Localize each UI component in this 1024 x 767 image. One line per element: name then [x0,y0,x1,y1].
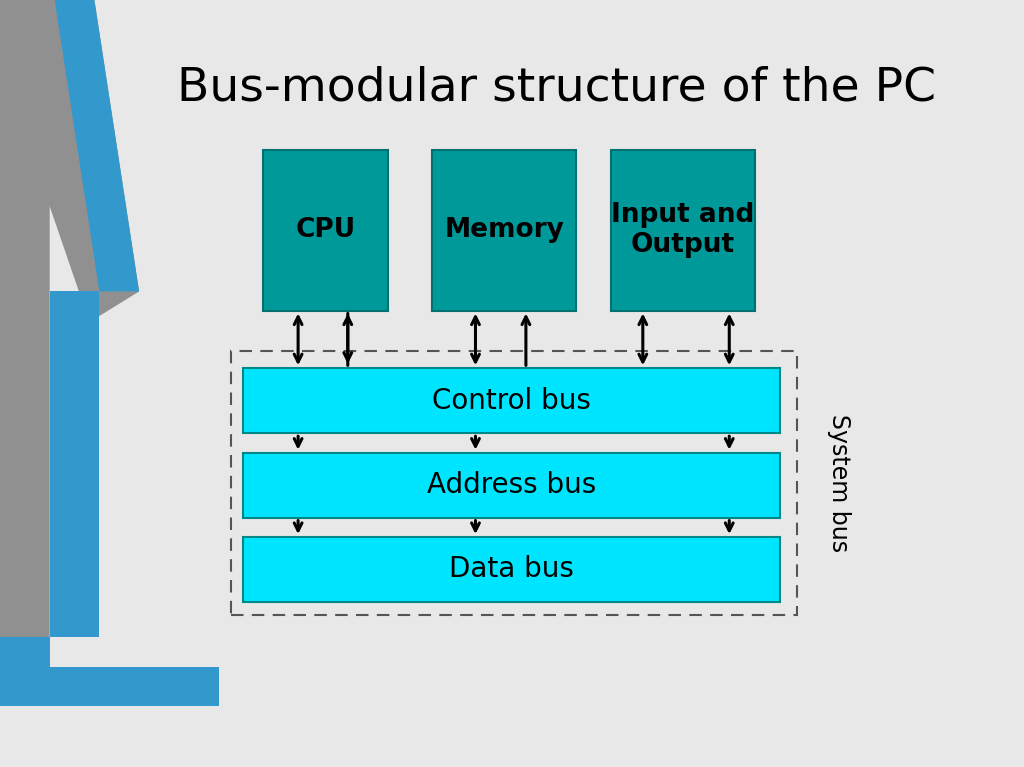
Polygon shape [0,0,139,322]
Text: CPU: CPU [295,217,355,243]
Bar [432,150,577,311]
Bar [230,351,797,615]
Text: Bus-modular structure of the PC: Bus-modular structure of the PC [177,65,936,110]
Polygon shape [0,61,50,667]
Bar [611,150,755,311]
Text: Memory: Memory [444,217,564,243]
Text: Data bus: Data bus [450,555,574,584]
Bar [244,453,780,518]
Polygon shape [0,637,218,706]
Text: System bus: System bus [826,413,851,552]
Polygon shape [50,291,99,637]
Text: Input and
Output: Input and Output [611,202,755,258]
Text: Control bus: Control bus [432,387,591,415]
Polygon shape [54,0,139,291]
Bar [244,368,780,433]
Bar [263,150,387,311]
Bar [244,537,780,602]
Text: Address bus: Address bus [427,471,596,499]
